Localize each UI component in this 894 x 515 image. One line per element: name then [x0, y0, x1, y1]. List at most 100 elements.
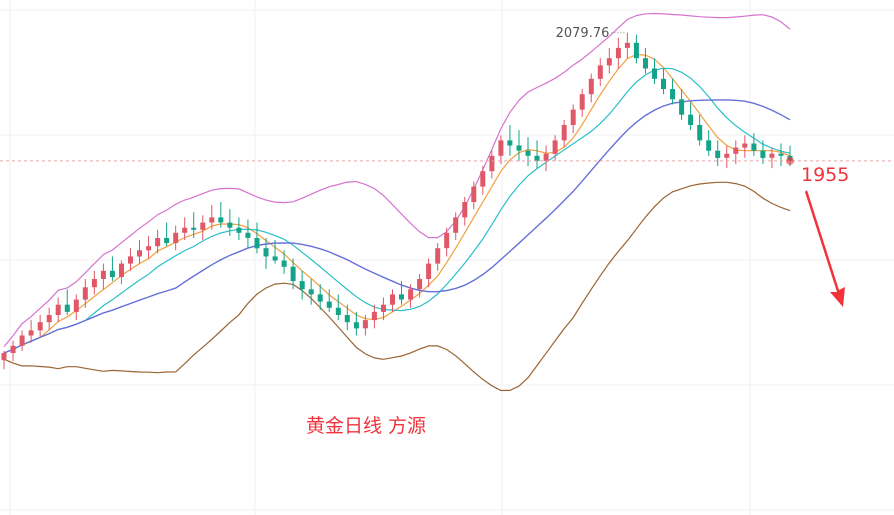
- candle-49: [444, 227, 450, 257]
- candle-body-55: [498, 140, 504, 156]
- candle-body-37: [335, 307, 341, 315]
- candle-body-51: [462, 202, 468, 218]
- candle-body-18: [164, 238, 170, 244]
- candle-body-53: [480, 171, 486, 187]
- candle-11: [100, 263, 106, 290]
- candle-body-57: [516, 145, 522, 151]
- candle-32: [290, 258, 296, 290]
- candle-73: [661, 68, 666, 95]
- candle-body-43: [390, 294, 395, 305]
- candle-body-10: [91, 279, 97, 288]
- candle-body-38: [344, 315, 350, 323]
- candle-58: [525, 137, 531, 167]
- candle-body-47: [426, 263, 432, 279]
- candle-body-72: [652, 68, 657, 79]
- candle-48: [435, 243, 441, 271]
- ma-mid-line: [3, 67, 791, 354]
- candle-body-11: [100, 270, 106, 279]
- candle-69: [624, 32, 630, 59]
- moving-averages: [3, 53, 791, 354]
- current-price-label: 1955: [801, 164, 849, 186]
- candle-52: [471, 181, 477, 210]
- candle-68: [615, 37, 621, 69]
- candle-33: [299, 270, 305, 300]
- candle-15: [137, 240, 142, 264]
- candle-53: [480, 166, 486, 195]
- candle-body-63: [570, 109, 576, 125]
- candle-body-84: [760, 150, 766, 158]
- candle-body-74: [670, 89, 676, 100]
- candle-4: [37, 314, 43, 338]
- candle-78: [706, 130, 712, 156]
- candle-46: [417, 273, 423, 298]
- candle-50: [453, 212, 459, 241]
- candle-body-6: [55, 304, 61, 315]
- candle-60: [543, 145, 549, 172]
- candle-body-45: [408, 289, 414, 300]
- candle-28: [254, 222, 260, 254]
- candle-36: [326, 289, 332, 312]
- candle-body-19: [173, 232, 179, 244]
- candle-body-65: [588, 78, 594, 95]
- candle-body-59: [534, 155, 540, 161]
- candle-18: [164, 222, 170, 247]
- bollinger-bands: [3, 12, 791, 392]
- candle-body-56: [507, 140, 513, 146]
- candle-body-29: [263, 248, 269, 257]
- candle-20: [182, 217, 188, 241]
- candle-body-0: [1, 353, 7, 361]
- candle-82: [742, 135, 748, 158]
- candle-85: [769, 147, 775, 169]
- candle-63: [570, 104, 576, 134]
- candle-31: [281, 250, 287, 274]
- candle-39: [353, 311, 359, 336]
- candle-body-66: [597, 65, 603, 79]
- candle-body-54: [489, 155, 495, 172]
- candle-body-34: [308, 289, 314, 295]
- candle-34: [308, 279, 314, 305]
- candle-76: [688, 102, 694, 131]
- candle-79: [715, 140, 721, 167]
- candle-6: [55, 297, 61, 323]
- candle-body-39: [353, 322, 359, 329]
- candle-61: [552, 135, 558, 161]
- candle-75: [679, 89, 685, 120]
- candle-body-58: [525, 150, 531, 156]
- candle-51: [462, 196, 468, 226]
- candle-10: [91, 270, 97, 295]
- candle-body-77: [697, 125, 703, 141]
- candle-80: [724, 145, 730, 169]
- candle-body-36: [326, 301, 332, 308]
- candle-body-83: [751, 143, 757, 151]
- candle-1: [10, 340, 16, 362]
- candle-0: [1, 350, 7, 370]
- candle-84: [760, 140, 766, 165]
- candle-43: [390, 289, 395, 312]
- candle-body-78: [706, 140, 712, 151]
- candle-17: [155, 229, 161, 254]
- candle-body-82: [742, 143, 748, 148]
- candle-body-48: [435, 248, 441, 264]
- candle-body-8: [73, 299, 79, 312]
- candle-47: [426, 258, 432, 288]
- candle-42: [381, 297, 386, 321]
- candle-body-13: [119, 263, 124, 277]
- candle-body-41: [371, 311, 377, 321]
- candle-21: [191, 212, 197, 238]
- candle-29: [263, 237, 269, 269]
- candle-66: [597, 58, 603, 86]
- candle-body-1: [10, 345, 16, 353]
- candle-40: [362, 314, 368, 336]
- candle-38: [344, 304, 350, 331]
- candle-body-40: [362, 320, 368, 329]
- candle-23: [209, 205, 215, 230]
- candle-body-16: [146, 246, 152, 251]
- candle-55: [498, 135, 504, 165]
- candle-body-22: [200, 222, 206, 230]
- candle-body-21: [191, 227, 197, 230]
- candle-72: [652, 58, 657, 84]
- candle-body-64: [579, 94, 585, 110]
- candle-12: [109, 256, 115, 282]
- candle-35: [317, 284, 323, 310]
